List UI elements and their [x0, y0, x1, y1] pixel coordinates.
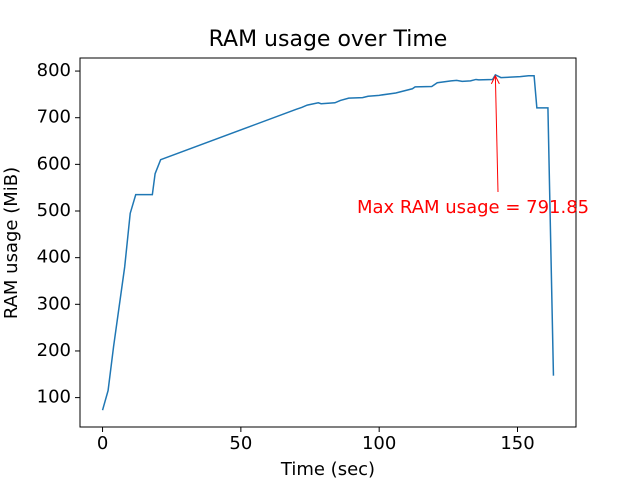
annotation-arrow [494, 75, 499, 193]
y-tick-label: 200 [37, 340, 71, 361]
y-tick-label: 700 [37, 107, 71, 128]
x-axis-label: Time (sec) [280, 459, 375, 480]
chart-title: RAM usage over Time [209, 27, 448, 52]
y-tick-label: 800 [37, 60, 71, 81]
y-tick-label: 400 [37, 247, 71, 268]
y-axis-label: RAM usage (MiB) [1, 167, 22, 319]
annotation-text: Max RAM usage = 791.85 [357, 197, 589, 218]
plot-area [79, 57, 577, 428]
x-tick-label: 0 [97, 433, 108, 454]
y-tick-label: 100 [37, 387, 71, 408]
x-tick-label: 100 [362, 433, 396, 454]
annotation-arrowhead [490, 74, 500, 85]
y-tick-label: 500 [37, 200, 71, 221]
x-tick-label: 50 [229, 433, 252, 454]
x-tick-label: 150 [500, 433, 534, 454]
y-tick-label: 300 [37, 293, 71, 314]
y-tick-label: 600 [37, 153, 71, 174]
data-line [101, 73, 555, 411]
